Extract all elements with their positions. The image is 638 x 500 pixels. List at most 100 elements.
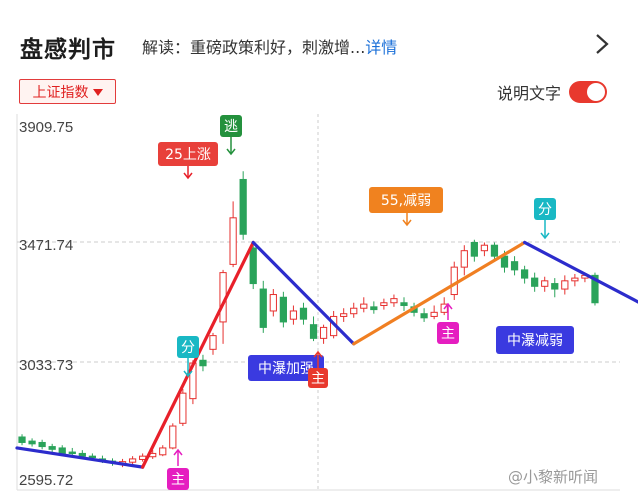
- label-weaken-55-bg: [369, 187, 443, 213]
- candle-body[interactable]: [88, 455, 97, 459]
- candle-body[interactable]: [159, 447, 167, 456]
- arrow-split-2-head: [540, 232, 550, 240]
- signal-split-2-bg: [534, 198, 556, 220]
- label-fall-weaken: 中瀑减弱: [507, 333, 563, 349]
- candle-body[interactable]: [551, 283, 559, 290]
- label-fall-strengthen-bg: [248, 355, 324, 381]
- label-fall-strengthen: 中瀑加强: [258, 361, 314, 377]
- candle-body[interactable]: [500, 255, 509, 268]
- label-up-25-bg: [158, 142, 218, 166]
- arrow-up-25-head: [183, 172, 193, 180]
- signal-escape-bg: [220, 115, 242, 137]
- y-tick-label: 3471.74: [19, 237, 73, 254]
- signal-main-red: 主: [311, 371, 325, 387]
- candle-body[interactable]: [400, 302, 408, 306]
- candle-body[interactable]: [350, 307, 358, 315]
- explain-toggle-group: 说明文字: [497, 80, 608, 104]
- candle-body[interactable]: [209, 335, 217, 350]
- candle-body[interactable]: [450, 266, 458, 296]
- candle-body[interactable]: [561, 280, 569, 290]
- candle-body[interactable]: [58, 447, 66, 454]
- candle-body[interactable]: [591, 274, 599, 304]
- candle-body[interactable]: [370, 306, 378, 311]
- candle-body[interactable]: [531, 277, 539, 287]
- explain-toggle-switch[interactable]: [569, 81, 608, 103]
- arrow-escape-head: [226, 148, 236, 156]
- page-header: 盘感判市 解读：重磅政策利好，刺激增...详情: [0, 0, 638, 66]
- candlestick-chart[interactable]: 3909.753471.743033.732595.7225上涨逃55,减弱分分…: [0, 110, 638, 500]
- trend-line: [15, 446, 145, 469]
- signal-split-1: 分: [181, 340, 195, 356]
- candle-body[interactable]: [169, 425, 177, 449]
- y-tick-label: 2595.72: [19, 472, 73, 489]
- candle-body[interactable]: [480, 244, 489, 252]
- interpretation-text: 重磅政策利好，刺激增...: [190, 38, 366, 57]
- candle-body[interactable]: [460, 250, 468, 268]
- label-up-25: 25上涨: [165, 147, 211, 163]
- candle-body[interactable]: [319, 326, 328, 339]
- arrow-weaken-55-head: [402, 219, 412, 227]
- candle-body[interactable]: [541, 280, 549, 287]
- candle-body[interactable]: [78, 452, 86, 457]
- candle-body[interactable]: [239, 178, 247, 235]
- candle-body[interactable]: [179, 392, 187, 424]
- candle-body[interactable]: [510, 261, 519, 271]
- candle-body[interactable]: [299, 307, 308, 320]
- candle-body[interactable]: [128, 458, 137, 463]
- arrow-main-red-head: [313, 350, 323, 358]
- index-selector-label: 上证指数: [32, 84, 89, 101]
- arrow-main-2-head: [443, 302, 453, 310]
- signal-main-1-bg: [167, 468, 189, 490]
- signal-main-red-bg: [308, 368, 328, 388]
- candle-body[interactable]: [420, 313, 428, 319]
- interpretation-label: 解读：: [142, 38, 191, 57]
- signal-main-1: 主: [171, 472, 185, 488]
- candle-body[interactable]: [18, 436, 26, 443]
- trend-line: [523, 240, 638, 304]
- candle-body[interactable]: [229, 217, 237, 265]
- candle-body[interactable]: [289, 310, 298, 320]
- y-tick-label: 3033.73: [19, 357, 73, 374]
- arrow-main-1-head: [173, 448, 183, 456]
- signal-split-2: 分: [538, 202, 552, 218]
- candle-body[interactable]: [28, 440, 36, 445]
- caret-down-icon: [92, 89, 103, 96]
- candle-body[interactable]: [259, 288, 267, 328]
- signal-main-2: 主: [441, 326, 455, 342]
- toggle-knob: [587, 83, 606, 101]
- candle-body[interactable]: [139, 455, 147, 460]
- signal-main-2-bg: [437, 322, 459, 344]
- candle-body[interactable]: [199, 359, 207, 367]
- candle-body[interactable]: [38, 441, 46, 448]
- trend-line: [251, 240, 356, 346]
- candle-body[interactable]: [269, 294, 277, 312]
- candle-body[interactable]: [430, 311, 438, 317]
- candle-body[interactable]: [470, 241, 478, 257]
- trend-line: [352, 240, 527, 346]
- candle-body[interactable]: [309, 324, 318, 339]
- label-weaken-55: 55,减弱: [381, 193, 431, 209]
- candle-body[interactable]: [68, 451, 76, 455]
- candle-body[interactable]: [520, 269, 529, 279]
- watermark: @小黎新听闻: [508, 468, 599, 486]
- signal-split-1-bg: [177, 336, 199, 358]
- candle-body[interactable]: [571, 277, 579, 282]
- arrow-split-1-head: [183, 370, 193, 378]
- page-title: 盘感判市: [20, 37, 116, 63]
- candle-body[interactable]: [279, 296, 287, 323]
- candle-body[interactable]: [340, 313, 348, 317]
- detail-link[interactable]: 详情: [365, 38, 398, 57]
- candle-body[interactable]: [380, 302, 388, 306]
- interpretation-line[interactable]: 解读：重磅政策利好，刺激增...详情: [142, 34, 397, 58]
- y-tick-label: 3909.75: [19, 119, 73, 136]
- explain-toggle-label: 说明文字: [497, 84, 562, 103]
- index-selector[interactable]: 上证指数: [19, 79, 116, 104]
- candle-body[interactable]: [490, 244, 499, 257]
- label-fall-weaken-bg: [496, 326, 574, 354]
- signal-escape: 逃: [224, 119, 238, 135]
- candle-body[interactable]: [390, 298, 398, 304]
- candle-body[interactable]: [360, 303, 368, 309]
- candle-body[interactable]: [249, 247, 257, 285]
- candle-body[interactable]: [48, 446, 56, 450]
- chevron-right-icon[interactable]: [592, 32, 612, 56]
